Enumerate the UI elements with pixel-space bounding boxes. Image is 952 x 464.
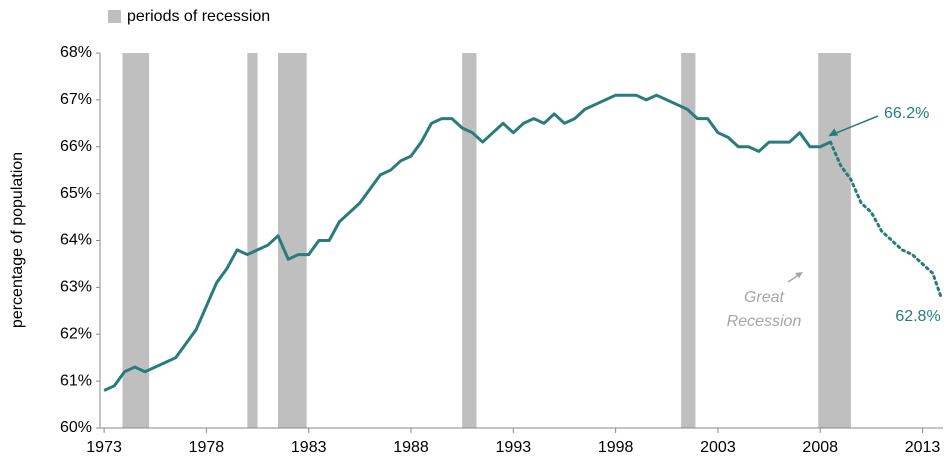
y-tick-label: 64%: [60, 232, 92, 249]
series-line: [828, 140, 943, 299]
recession-band: [818, 53, 851, 428]
recession-band: [122, 53, 150, 428]
legend-label: periods of recession: [127, 8, 270, 25]
y-tick-label: 67%: [60, 91, 92, 108]
x-tick-label: 1973: [86, 439, 122, 456]
recession-band: [278, 53, 307, 428]
x-tick-label: 1983: [291, 439, 327, 456]
y-tick-label: 62%: [60, 325, 92, 342]
y-axis-label: percentage of population: [9, 152, 26, 328]
legend-swatch: [108, 10, 121, 23]
series-line: [103, 93, 832, 392]
recession-band: [462, 53, 477, 428]
annotation-text: Great Recession: [727, 289, 802, 330]
annotation-line: Great: [744, 289, 785, 306]
y-tick-label: 68%: [60, 44, 92, 61]
arrow-head: [828, 128, 839, 137]
y-tick-label: 65%: [60, 185, 92, 202]
x-tick-label: 1978: [189, 439, 225, 456]
recession-band: [247, 53, 258, 428]
x-tick-label: 1988: [393, 439, 429, 456]
y-tick-label: 60%: [60, 419, 92, 436]
value-label: 62.8%: [895, 308, 940, 325]
x-tick-label: 1993: [496, 439, 532, 456]
y-tick-label: 61%: [60, 372, 92, 389]
x-tick-label: 1998: [598, 439, 634, 456]
annotation-line: Recession: [727, 313, 802, 330]
arrow-head: [795, 272, 803, 278]
value-label: 66.2%: [884, 105, 929, 122]
x-tick-label: 2013: [905, 439, 941, 456]
y-tick-label: 63%: [60, 279, 92, 296]
annotation-arrow: [830, 115, 879, 137]
y-tick-label: 66%: [60, 138, 92, 155]
x-tick-label: 2008: [802, 439, 838, 456]
recession-band: [681, 53, 696, 428]
x-tick-label: 2003: [700, 439, 736, 456]
